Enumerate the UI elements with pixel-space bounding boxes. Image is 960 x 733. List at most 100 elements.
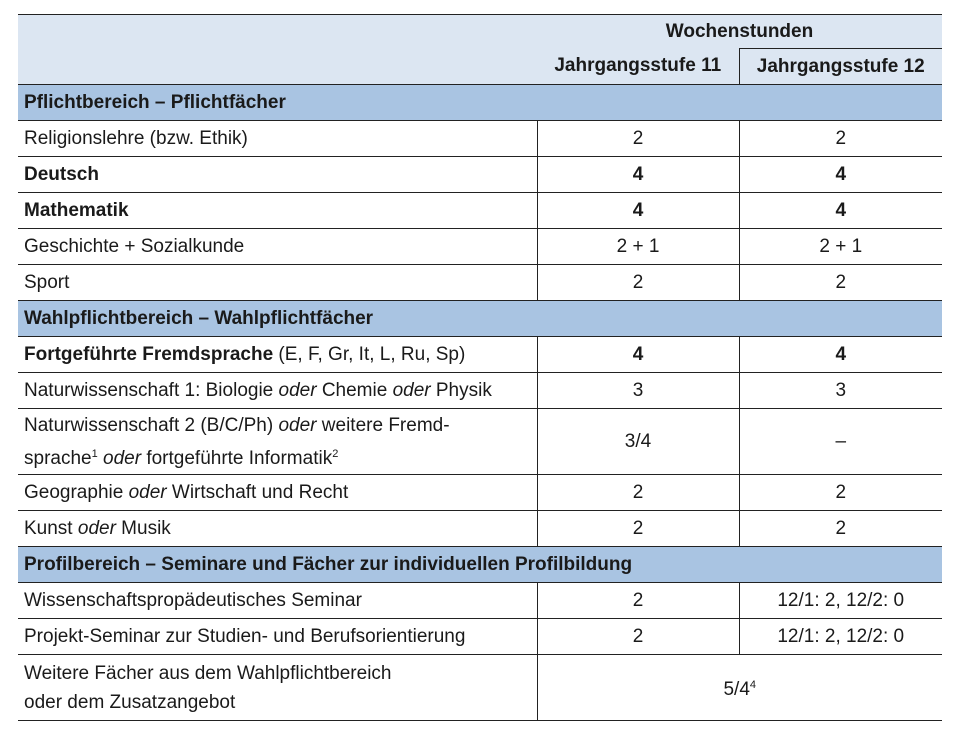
hours-cell: 4	[738, 156, 942, 193]
table-body: Wochenstunden Jahrgangsstufe 11 Jahrgangss…	[18, 14, 942, 721]
hours-cell: 3/4	[536, 408, 739, 475]
label-line: Deutsch	[24, 164, 531, 186]
hours-cell: 2	[738, 474, 942, 511]
hours-cell: 2	[536, 618, 739, 655]
section-title: Wahlpflichtbereich – Wahlpflichtfächer	[18, 300, 942, 337]
subject-label: Weitere Fächer aus dem Wahlpflichtbereic…	[18, 654, 537, 721]
header-column: Jahrgangsstufe 11	[537, 48, 739, 85]
text-run: 4	[749, 679, 757, 691]
subject-row: Religionslehre (bzw. Ethik) 2 2	[18, 120, 942, 157]
text-run: Projekt-Seminar zur Studien- und Berufso…	[24, 625, 466, 647]
text-run: Geschichte + Sozialkunde	[24, 235, 245, 257]
hours-cell: 3	[738, 372, 942, 409]
subject-label: Naturwissenschaft 1: Biologie oder Chemi…	[18, 372, 537, 409]
hours-cell: 2 + 1	[738, 228, 942, 265]
text-run: Wissenschaftspropädeutisches Seminar	[24, 589, 362, 611]
label-line: Geographie oder Wirtschaft und Recht	[24, 482, 531, 504]
subject-label: Projekt-Seminar zur Studien- und Berufso…	[18, 618, 537, 655]
subject-row: Geographie oder Wirtschaft und Recht 2 2	[18, 474, 942, 511]
section-title: Pflichtbereich – Pflichtfächer	[18, 84, 942, 121]
hours-cell: 12/1: 2, 12/2: 0	[738, 582, 942, 619]
section-row: Pflichtbereich – Pflichtfächer	[18, 84, 942, 121]
hours-cell: –	[738, 408, 942, 475]
section-title: Profilbereich – Seminare und Fächer zur …	[18, 546, 942, 583]
subject-label: Fortgeführte Fremdsprache (E, F, Gr, It,…	[18, 336, 537, 373]
subject-label: Sport	[18, 264, 537, 301]
text-run: oder	[103, 447, 142, 469]
text-run: Naturwissenschaft 1: Biologie	[24, 379, 279, 401]
header-row: Wochenstunden	[18, 14, 942, 85]
subject-row: Deutsch 4 4	[18, 156, 942, 193]
subject-row: Weitere Fächer aus dem Wahlpflichtbereic…	[18, 654, 942, 721]
label-line: Naturwissenschaft 1: Biologie oder Chemi…	[24, 380, 531, 402]
subject-label: Geschichte + Sozialkunde	[18, 228, 537, 265]
header-column: Jahrgangsstufe 12	[738, 48, 942, 85]
label-line: oder dem Zusatzangebot	[24, 688, 531, 717]
subject-label: Naturwissenschaft 2 (B/C/Ph) oder weiter…	[18, 408, 537, 475]
subject-row: Fortgeführte Fremdsprache (E, F, Gr, It,…	[18, 336, 942, 373]
hours-cell: 4	[536, 192, 739, 229]
subject-row: Naturwissenschaft 2 (B/C/Ph) oder weiter…	[18, 408, 942, 475]
label-line: Weitere Fächer aus dem Wahlpflichtbereic…	[24, 659, 531, 688]
text-run: Sport	[24, 271, 70, 293]
hours-cell: 4	[536, 156, 739, 193]
subject-row: Mathematik 4 4	[18, 192, 942, 229]
text-run: Geographie	[24, 481, 129, 503]
hours-cell: 12/1: 2, 12/2: 0	[738, 618, 942, 655]
timetable: Wochenstunden Jahrgangsstufe 11 Jahrgangss…	[18, 14, 942, 721]
text-run: Fortgeführte Fremdsprache	[24, 343, 274, 365]
section-row: Profilbereich – Seminare und Fächer zur …	[18, 546, 942, 583]
label-line: Kunst oder Musik	[24, 518, 531, 540]
hours-cell: 4	[738, 192, 942, 229]
hours-cell: 4	[738, 336, 942, 373]
subject-label: Religionslehre (bzw. Ethik)	[18, 120, 537, 157]
subject-label: Geographie oder Wirtschaft und Recht	[18, 474, 537, 511]
subject-label: Mathematik	[18, 192, 537, 229]
label-line: sprache1 oder fortgeführte Informatik2	[24, 440, 531, 473]
subject-row: Wissenschaftspropädeutisches Seminar 2 12/…	[18, 582, 942, 619]
hours-cell: 2	[536, 264, 739, 301]
text-run: Weitere Fächer aus dem Wahlpflichtbereic…	[24, 662, 392, 684]
subject-label: Wissenschaftspropädeutisches Seminar	[18, 582, 537, 619]
text-run: weitere Fremd-	[316, 414, 450, 436]
header-group: Wochenstunden	[537, 14, 942, 49]
text-run: Deutsch	[24, 163, 99, 185]
text-run: sprache	[24, 447, 92, 469]
hours-cell: 3	[536, 372, 739, 409]
text-run: fortgeführte Informatik	[141, 447, 333, 469]
text-run: oder	[392, 379, 431, 401]
hours-cell: 2	[536, 582, 739, 619]
text-run: oder	[77, 517, 116, 539]
section-row: Wahlpflichtbereich – Wahlpflichtfächer	[18, 300, 942, 337]
subject-row: Naturwissenschaft 1: Biologie oder Chemi…	[18, 372, 942, 409]
text-run: Chemie	[316, 379, 393, 401]
text-run: 1	[91, 447, 98, 460]
text-run: oder	[278, 414, 317, 436]
text-run: oder	[128, 481, 167, 503]
text-run: Naturwissenschaft 2 (B/C/Ph)	[24, 414, 279, 436]
text-run: Religionslehre (bzw. Ethik)	[24, 127, 248, 149]
label-line: Geschichte + Sozialkunde	[24, 236, 531, 258]
text-run: Wirtschaft und Recht	[166, 481, 349, 503]
hours-cell: 4	[536, 336, 739, 373]
header-corner	[18, 14, 537, 85]
text-run: 2	[332, 447, 339, 460]
header-row: Jahrgangsstufe 11 Jahrgangsstufe 12	[18, 48, 942, 85]
label-line: Wissenschaftspropädeutisches Seminar	[24, 590, 531, 612]
text-run: Mathematik	[24, 199, 129, 221]
label-line: Naturwissenschaft 2 (B/C/Ph) oder weiter…	[24, 411, 531, 440]
hours-cell: 2	[738, 120, 942, 157]
hours-cell: 2	[738, 264, 942, 301]
subject-label: Kunst oder Musik	[18, 510, 537, 547]
hours-cell: 5/44	[536, 654, 942, 721]
subject-row: Sport 2 2	[18, 264, 942, 301]
label-line: Sport	[24, 272, 531, 294]
label-line: Projekt-Seminar zur Studien- und Berufso…	[24, 626, 531, 648]
hours-cell: 2 + 1	[536, 228, 739, 265]
text-run: Kunst	[24, 517, 78, 539]
text-run: Physik	[430, 379, 492, 401]
text-run: 5/4	[723, 679, 750, 700]
label-line: Religionslehre (bzw. Ethik)	[24, 128, 531, 150]
